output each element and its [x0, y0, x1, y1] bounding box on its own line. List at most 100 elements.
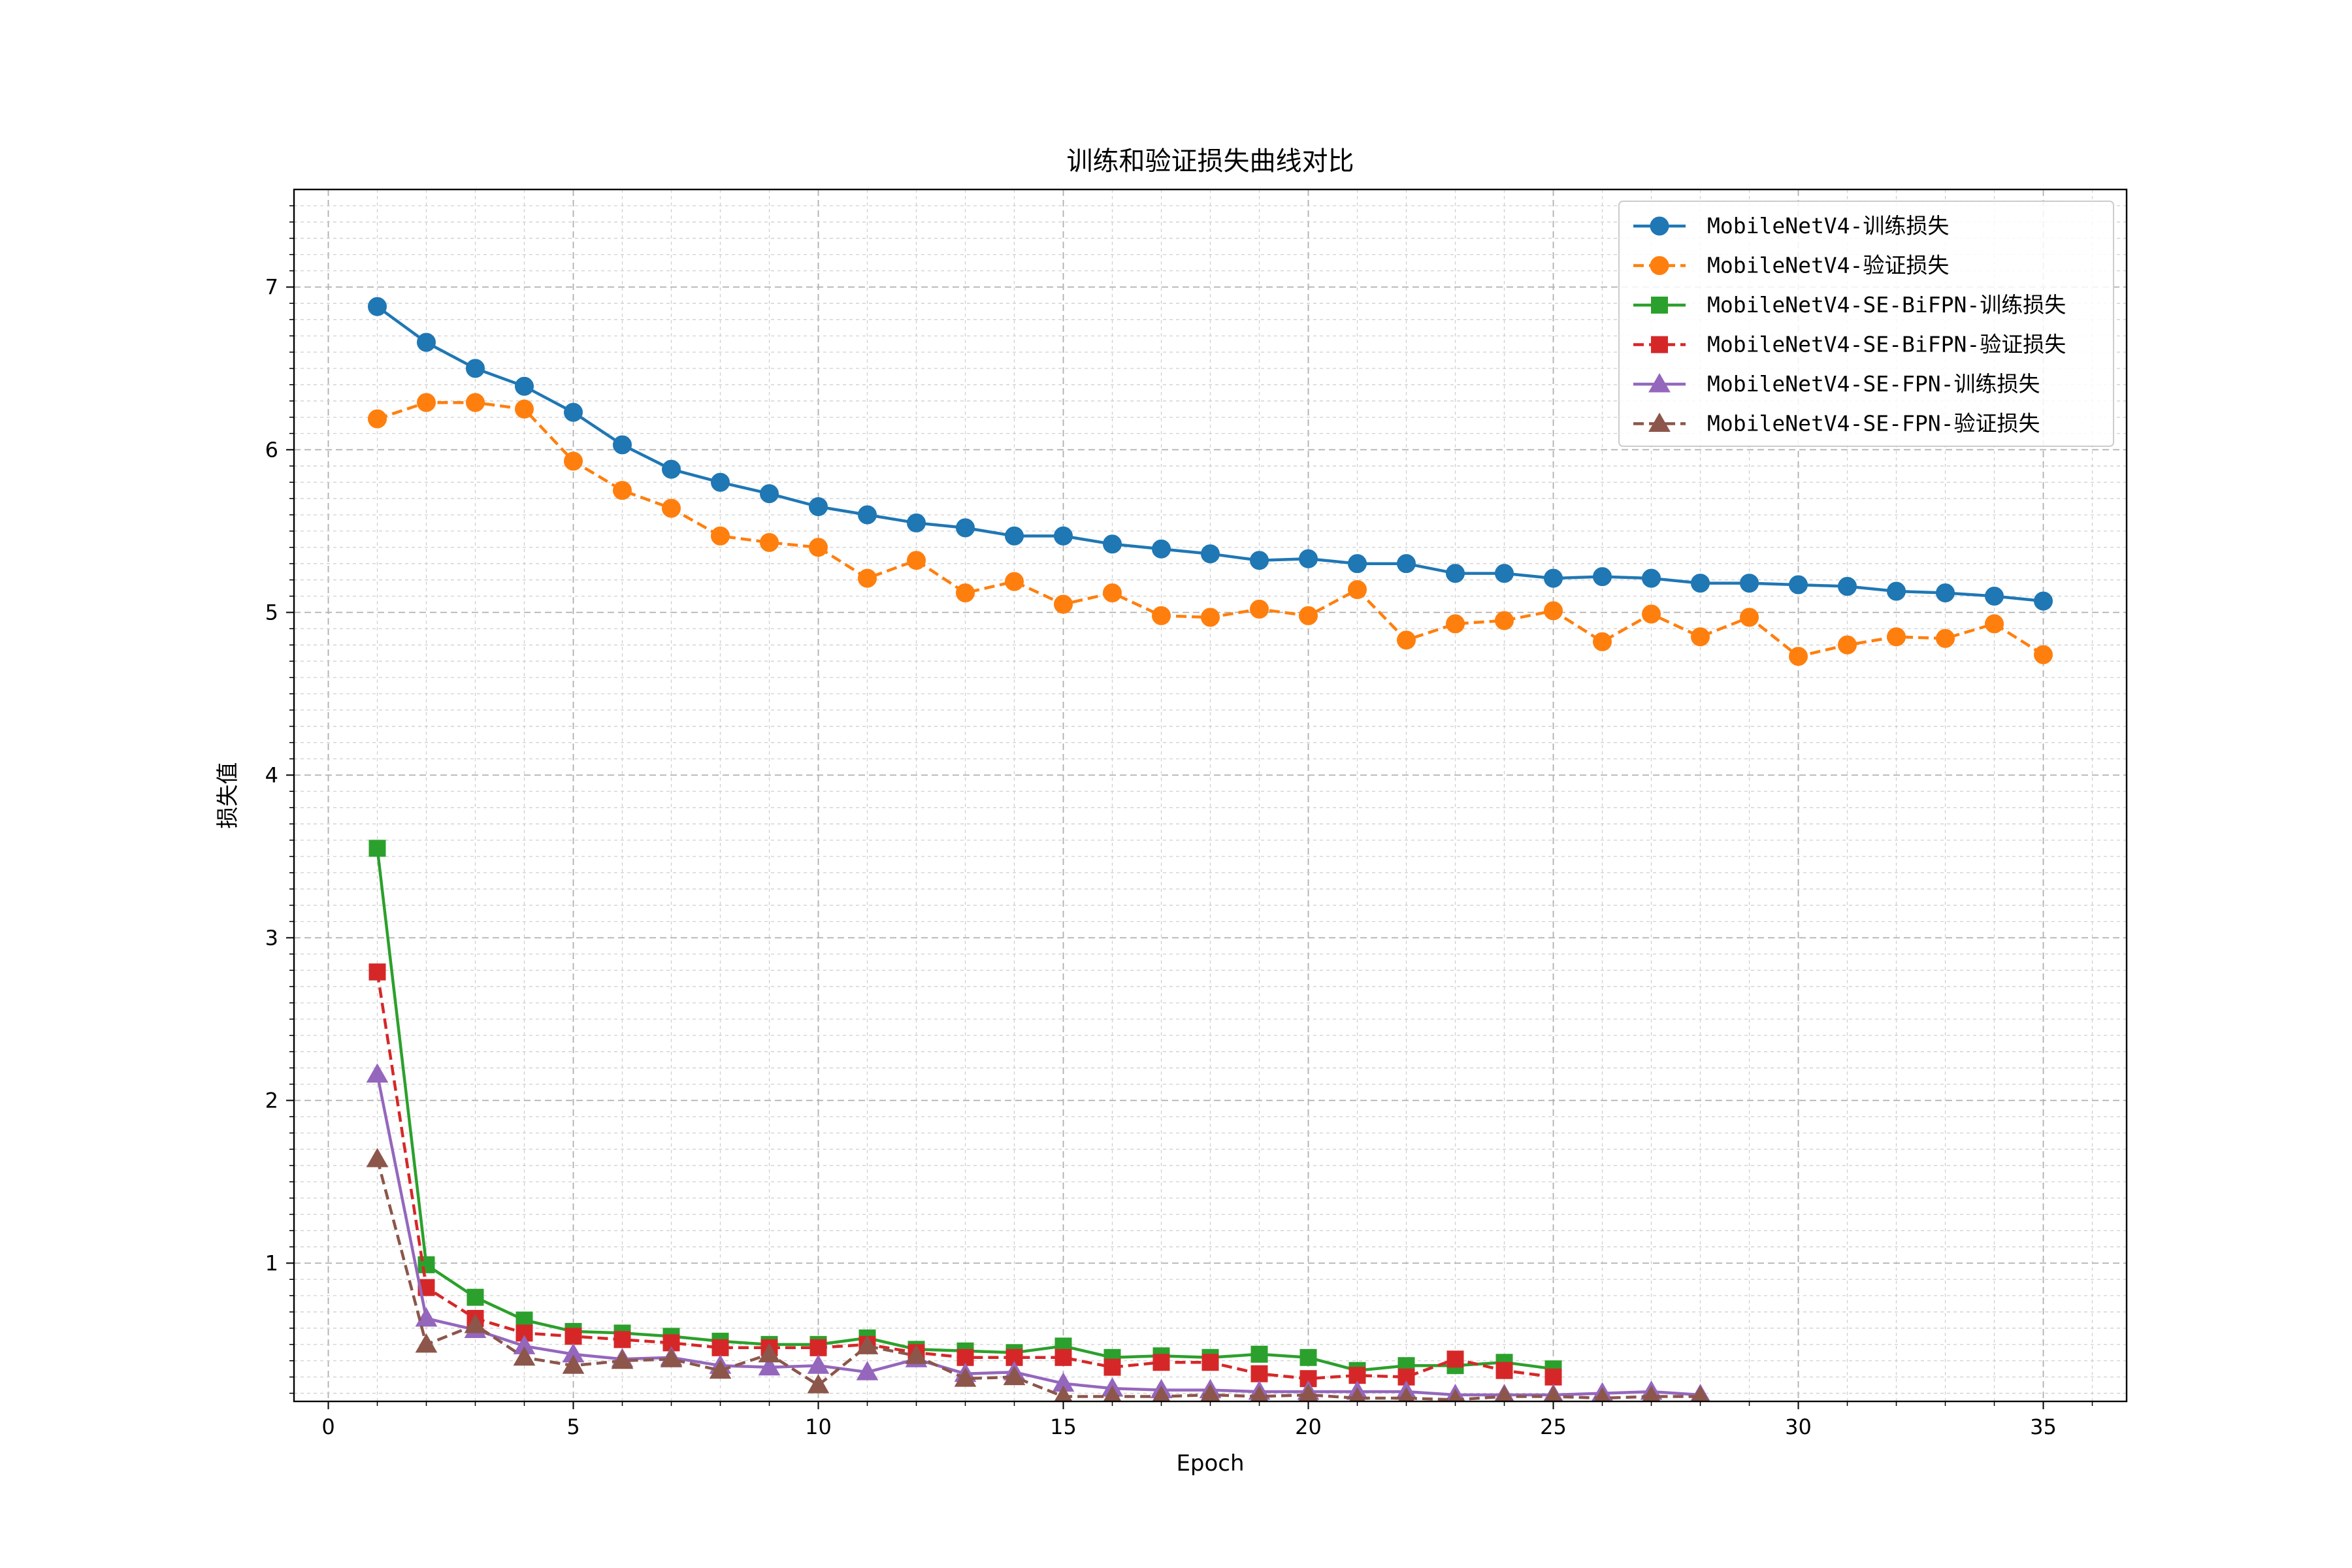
data-point	[368, 840, 386, 857]
data-point	[613, 481, 632, 500]
legend-marker	[1650, 256, 1669, 275]
data-point	[368, 963, 386, 981]
data-point	[1201, 608, 1220, 627]
data-point	[1544, 568, 1563, 588]
x-tick-label: 15	[1050, 1414, 1077, 1439]
data-point	[1887, 627, 1906, 647]
data-point	[662, 498, 681, 518]
x-tick-label: 35	[2030, 1414, 2057, 1439]
data-point	[1103, 1385, 1122, 1401]
data-point	[1740, 608, 1759, 627]
x-tick-label: 0	[321, 1414, 335, 1439]
data-point	[1201, 1354, 1219, 1371]
data-point	[858, 505, 877, 525]
data-point	[1200, 1384, 1220, 1401]
data-point	[1642, 604, 1661, 624]
y-tick-label: 2	[265, 1088, 278, 1113]
data-point	[1838, 635, 1857, 655]
data-point	[1691, 574, 1710, 593]
x-tick-label: 20	[1295, 1414, 1322, 1439]
data-point	[1250, 551, 1269, 570]
x-tick-label: 25	[1540, 1414, 1567, 1439]
data-point	[760, 532, 779, 552]
data-point	[417, 333, 436, 352]
data-point	[856, 1335, 879, 1354]
data-point	[1103, 583, 1122, 603]
legend-label: MobileNetV4-SE-BiFPN-训练损失	[1707, 292, 2066, 318]
data-point	[466, 1288, 484, 1306]
data-point	[1250, 599, 1269, 619]
legend-item: MobileNetV4-SE-FPN-训练损失	[1633, 371, 2040, 397]
data-point	[515, 376, 534, 396]
series-line	[376, 1074, 1701, 1397]
data-point	[1250, 1365, 1268, 1382]
data-point	[417, 393, 436, 412]
data-point	[954, 1367, 977, 1387]
series-1	[368, 297, 2053, 611]
data-point	[2034, 645, 2053, 664]
data-point	[711, 526, 730, 546]
data-point	[956, 518, 975, 538]
data-point	[1544, 1385, 1563, 1401]
data-point	[1250, 1345, 1268, 1363]
data-point	[1495, 1385, 1514, 1401]
data-point	[1691, 1385, 1710, 1401]
data-point	[1740, 574, 1759, 593]
legend-item: MobileNetV4-验证损失	[1633, 253, 1949, 278]
data-point	[758, 1356, 781, 1376]
data-point	[1250, 1385, 1269, 1401]
legend-label: MobileNetV4-SE-BiFPN-验证损失	[1707, 332, 2066, 357]
data-point	[564, 451, 583, 471]
data-point	[758, 1343, 781, 1363]
data-point	[2034, 591, 2053, 611]
legend-label: MobileNetV4-SE-FPN-验证损失	[1707, 411, 2040, 436]
data-point	[368, 297, 387, 316]
data-point	[660, 1348, 683, 1367]
data-point	[809, 497, 828, 517]
data-point	[466, 359, 485, 378]
data-point	[1397, 630, 1416, 650]
data-point	[1054, 1385, 1073, 1401]
data-point	[613, 1331, 631, 1348]
data-point	[1593, 632, 1612, 651]
data-point	[809, 1339, 827, 1356]
legend: MobileNetV4-训练损失 MobileNetV4-验证损失 MobileNe…	[1618, 201, 2114, 447]
data-point	[464, 1313, 487, 1333]
data-point	[807, 1354, 830, 1374]
data-point	[415, 1307, 438, 1327]
grid	[294, 189, 2127, 1401]
data-point	[1789, 575, 1808, 595]
legend-box	[1618, 201, 2114, 447]
series-6	[366, 1147, 1710, 1401]
y-tick-label: 7	[265, 274, 278, 299]
data-point	[1593, 567, 1612, 587]
data-point	[1005, 526, 1024, 546]
data-point	[513, 1346, 536, 1366]
legend-item: MobileNetV4-SE-FPN-验证损失	[1633, 411, 2040, 436]
y-tick-label: 6	[265, 437, 278, 462]
data-point	[564, 402, 583, 422]
data-point	[1152, 606, 1171, 625]
data-point	[905, 1345, 928, 1364]
x-tick-label: 5	[566, 1414, 580, 1439]
data-point	[709, 1359, 732, 1379]
data-point	[956, 583, 975, 603]
data-point	[1201, 544, 1220, 564]
data-point	[1642, 568, 1661, 588]
data-point	[1152, 1385, 1171, 1401]
data-point	[1348, 1387, 1366, 1401]
y-tick-label: 1	[265, 1250, 278, 1275]
data-point	[613, 435, 632, 455]
data-point	[1003, 1365, 1026, 1386]
data-point	[1054, 526, 1073, 546]
data-point	[1054, 1348, 1072, 1366]
data-point	[1448, 1388, 1463, 1401]
legend-item: MobileNetV4-训练损失	[1633, 213, 1949, 238]
data-point	[1936, 629, 1955, 648]
series-group	[366, 297, 2053, 1401]
data-point	[466, 393, 485, 412]
legend-item: MobileNetV4-SE-BiFPN-验证损失	[1633, 332, 2066, 357]
chart-title: 训练和验证损失曲线对比	[1067, 146, 1354, 176]
y-axis-label: 损失值	[215, 762, 241, 829]
data-point	[711, 472, 730, 492]
